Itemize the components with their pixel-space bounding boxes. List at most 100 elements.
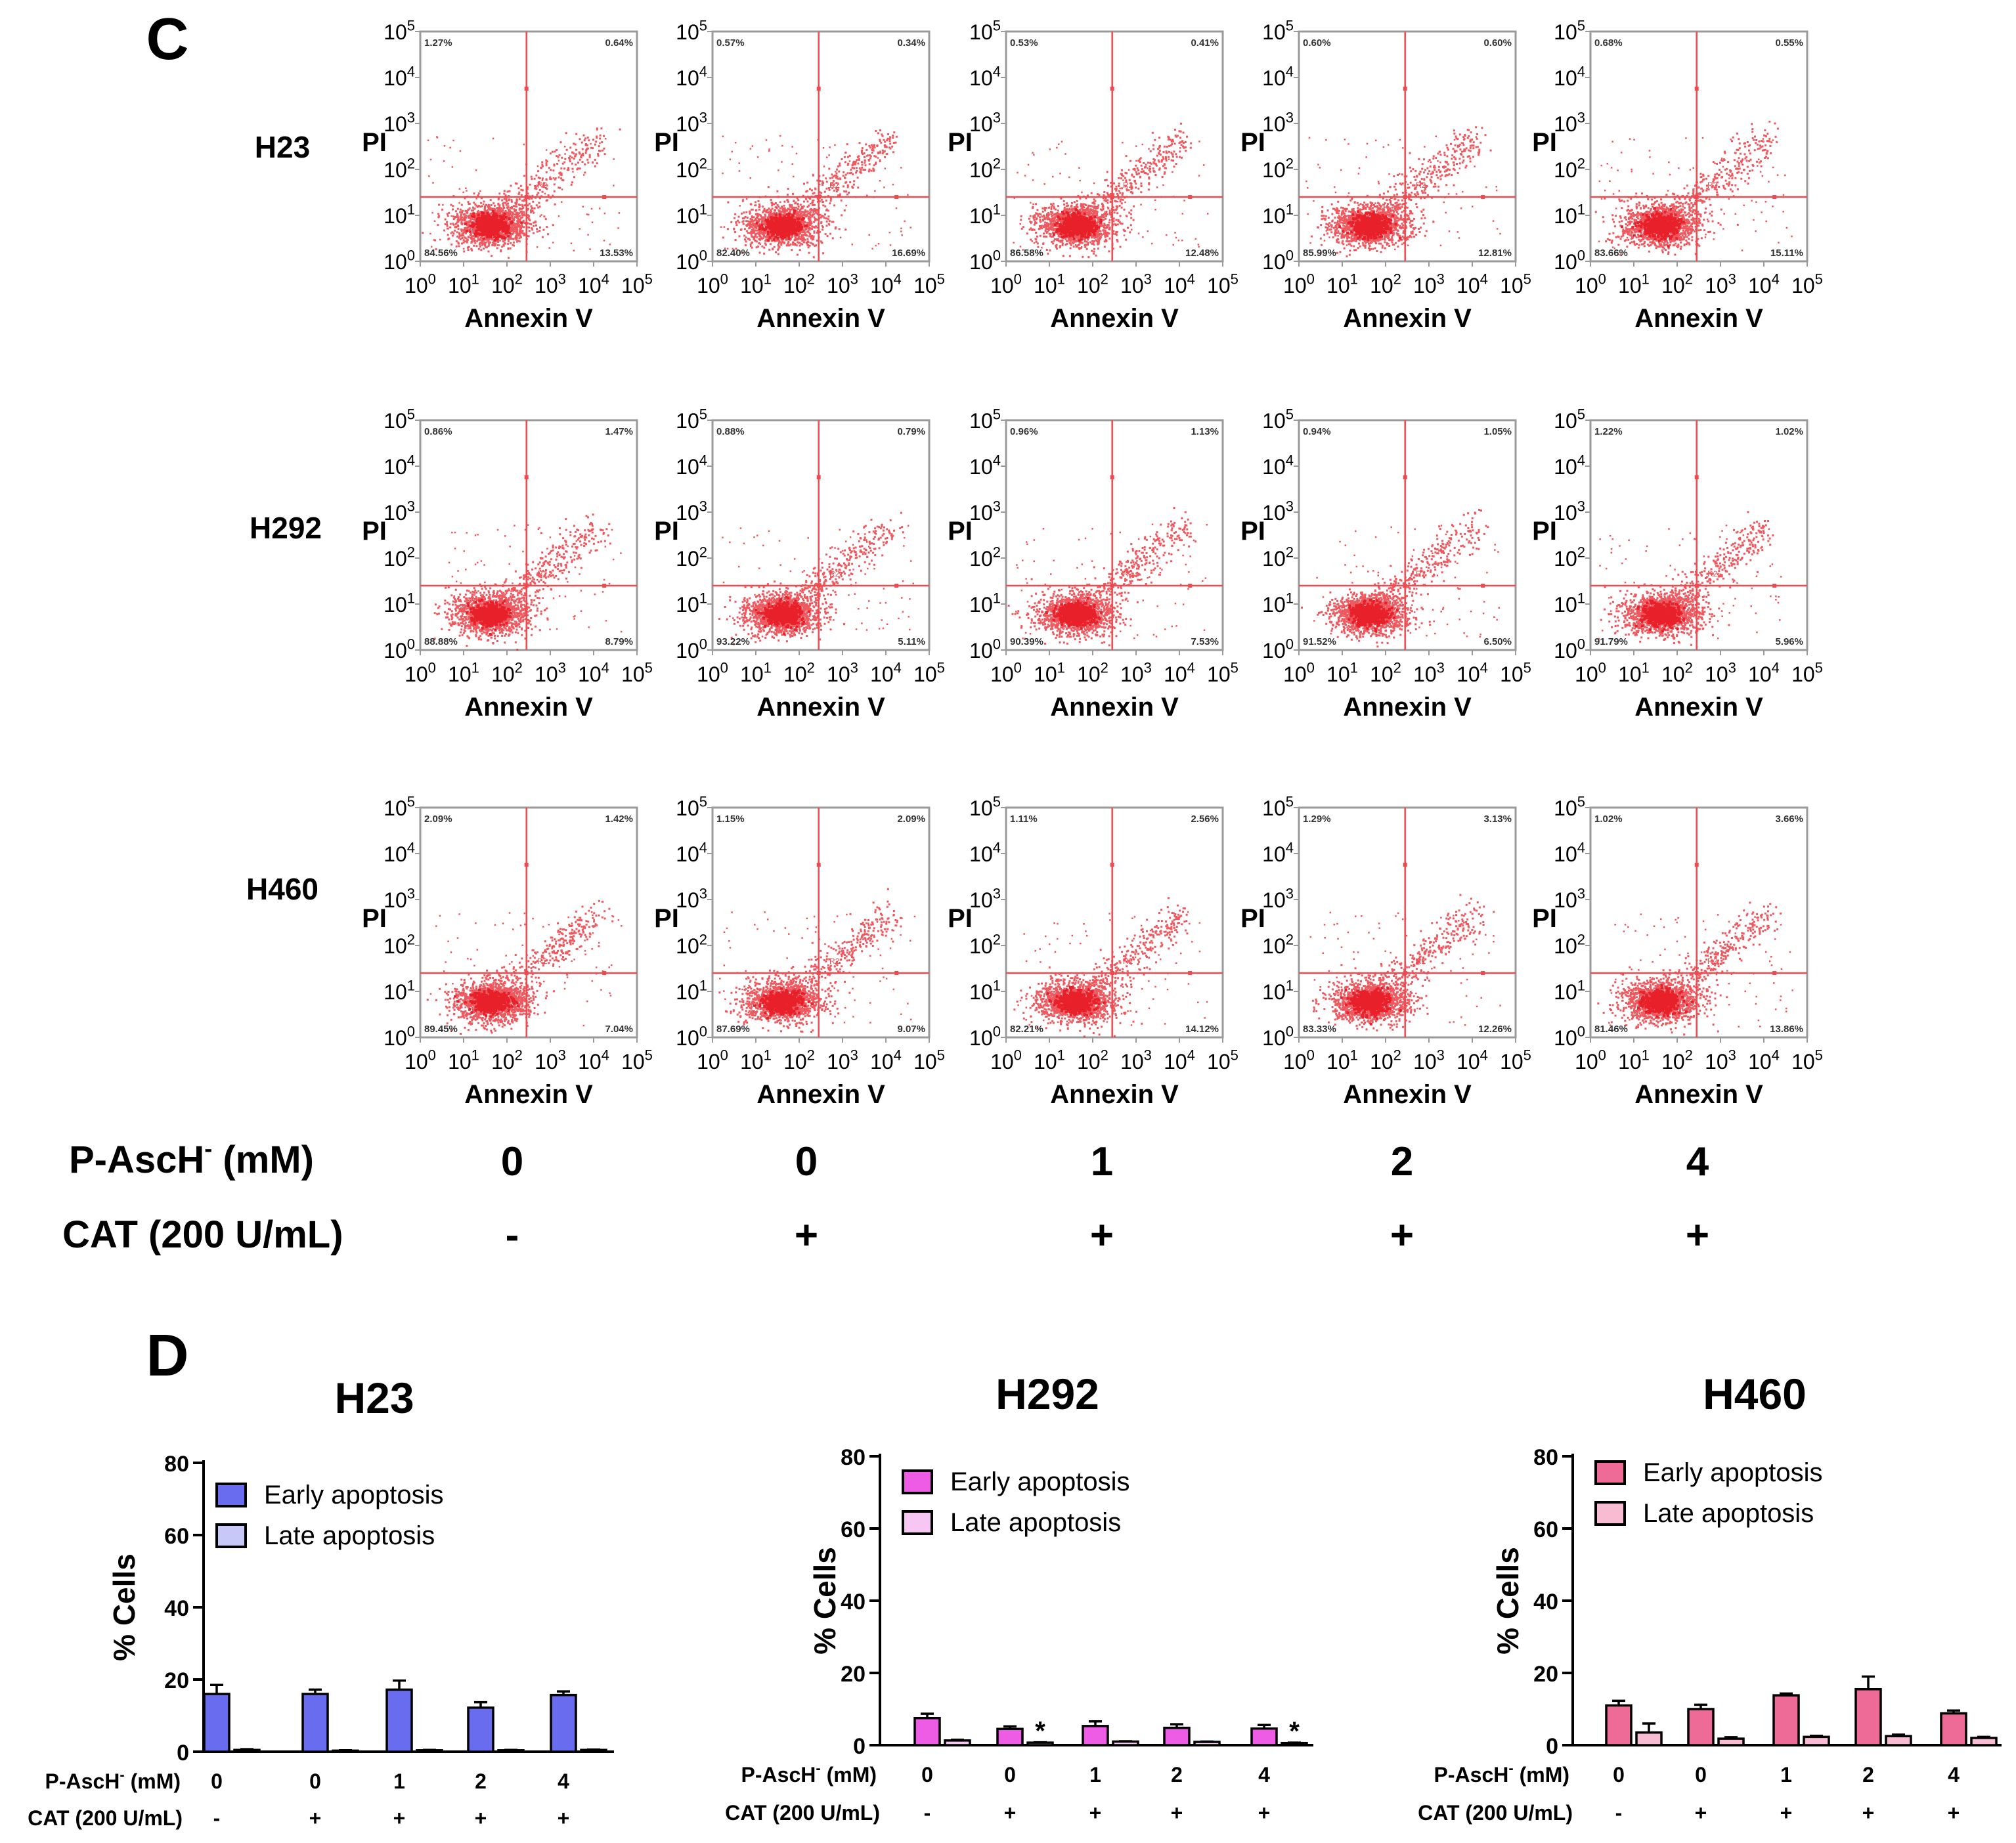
event-core	[1046, 986, 1106, 1017]
bar	[385, 1688, 413, 1753]
x-tick-label: 102	[491, 271, 523, 297]
legend-label: Late apoptosis	[950, 1508, 1121, 1537]
gate-handle	[816, 195, 821, 199]
x-tick-label: 101	[448, 271, 479, 297]
y-tick-label: 80	[164, 1452, 189, 1477]
y-tick-label: 105	[969, 794, 1001, 820]
y-tick-label: 100	[676, 248, 707, 274]
category-row-label-pascorbate: P-AscH- (mM)	[45, 1767, 181, 1793]
x-tick-label: 100	[1283, 660, 1315, 686]
x-tick-label: 101	[1034, 660, 1065, 686]
quadrant-lower-right: 16.69%	[892, 248, 925, 259]
bar	[203, 1693, 230, 1753]
x-tick-label: 103	[827, 1047, 858, 1073]
y-tick-label: 101	[1554, 978, 1585, 1004]
gate-handle	[1694, 475, 1699, 479]
condition-cat-value: +	[1390, 1213, 1414, 1258]
y-tick-label: 102	[676, 156, 707, 182]
secondary-category-label: +	[558, 1806, 570, 1830]
x-axis-label: Annexin V	[1634, 304, 1763, 333]
category-row-label-pascorbate: P-AscH- (mM)	[741, 1760, 877, 1787]
event-cloud	[1007, 507, 1208, 647]
quadrant-upper-right: 0.60%	[1483, 37, 1512, 49]
x-tick-label: 105	[1791, 660, 1823, 686]
gate-label: R2	[537, 181, 548, 190]
condition-pascorbate-value: 2	[1391, 1139, 1413, 1184]
x-tick-label: 102	[1077, 1047, 1108, 1073]
y-tick-label: 103	[1554, 886, 1585, 912]
category-label: 1	[1780, 1763, 1792, 1787]
y-tick-label: 103	[1262, 110, 1294, 136]
quadrant-lower-right: 12.81%	[1478, 248, 1512, 259]
category-label: 2	[475, 1769, 487, 1793]
gate-handle	[1772, 971, 1777, 975]
x-tick-label: 100	[697, 660, 728, 686]
y-tick-label: 80	[1533, 1445, 1558, 1470]
y-axis-label: PI	[1240, 517, 1265, 546]
y-tick-label: 104	[383, 64, 415, 90]
significance-marker: *	[1035, 1717, 1045, 1746]
condition-pascorbate-value: 1	[1091, 1139, 1113, 1184]
category-label: 0	[1695, 1763, 1707, 1787]
quadrant-lower-right: 7.53%	[1191, 636, 1219, 647]
condition-pascorbate-value: 4	[1686, 1139, 1709, 1184]
x-tick-label: 103	[1120, 1047, 1152, 1073]
y-tick-label: 60	[164, 1524, 189, 1549]
x-tick-label: 102	[783, 1047, 815, 1073]
y-tick-label: 104	[676, 452, 707, 479]
x-tick-label: 105	[1500, 1047, 1531, 1073]
y-tick-label: 104	[1554, 64, 1585, 90]
x-tick-label: 105	[621, 1047, 653, 1073]
x-tick-label: 104	[1164, 271, 1195, 297]
y-axis-label: % Cells	[808, 1547, 842, 1655]
quadrant-upper-right: 1.05%	[1483, 426, 1512, 437]
x-axis-label: Annexin V	[1634, 1080, 1763, 1109]
event-dots	[1305, 126, 1501, 257]
gate-handle	[1188, 195, 1193, 199]
gate-handle	[524, 475, 529, 479]
y-tick-label: 101	[383, 978, 415, 1004]
x-tick-label: 105	[1207, 271, 1238, 297]
gate-handle	[1694, 87, 1699, 91]
gate-label: R2	[1123, 569, 1133, 578]
secondary-category-label: +	[1695, 1801, 1707, 1825]
x-axis-label: Annexin V	[1050, 304, 1179, 333]
y-tick-label: 105	[383, 406, 415, 433]
category-label: 1	[393, 1769, 405, 1793]
y-tick-label: 104	[676, 64, 707, 90]
x-tick-label: 105	[1791, 1047, 1823, 1073]
condition-cat-value: -	[506, 1213, 519, 1258]
x-axis-label: Annexin V	[1343, 1080, 1472, 1109]
x-tick-label: 104	[870, 1047, 902, 1073]
x-tick-label: 102	[1661, 1047, 1693, 1073]
x-tick-label: 100	[1575, 271, 1606, 297]
x-tick-label: 104	[870, 271, 902, 297]
gate-handle	[894, 971, 899, 975]
condition-cat-value: +	[1686, 1213, 1709, 1258]
y-tick-label: 100	[676, 1024, 707, 1050]
y-tick-label: 103	[1262, 498, 1294, 525]
category-row-label-pascorbate: P-AscH- (mM)	[1434, 1760, 1569, 1787]
condition-pascorbate-value: 0	[501, 1139, 523, 1184]
event-core	[755, 596, 811, 636]
y-tick-label: 102	[1554, 156, 1585, 182]
gate-label: R2	[1123, 181, 1133, 190]
x-tick-label: 103	[827, 271, 858, 297]
bar	[1250, 1727, 1278, 1746]
row-label-h292: H292	[250, 511, 322, 545]
significance-marker: *	[1289, 1717, 1300, 1746]
x-tick-label: 101	[740, 660, 772, 686]
gate-handle	[816, 971, 821, 975]
x-tick-label: 105	[1207, 660, 1238, 686]
y-tick-label: 102	[1554, 932, 1585, 958]
x-tick-label: 102	[491, 660, 523, 686]
quadrant-lower-right: 13.86%	[1770, 1024, 1803, 1035]
legend-label: Early apoptosis	[1643, 1458, 1822, 1487]
quadrant-upper-right: 2.56%	[1191, 813, 1219, 825]
bar	[944, 1739, 971, 1746]
x-tick-label: 101	[1034, 271, 1065, 297]
secondary-category-label: +	[1258, 1801, 1271, 1825]
